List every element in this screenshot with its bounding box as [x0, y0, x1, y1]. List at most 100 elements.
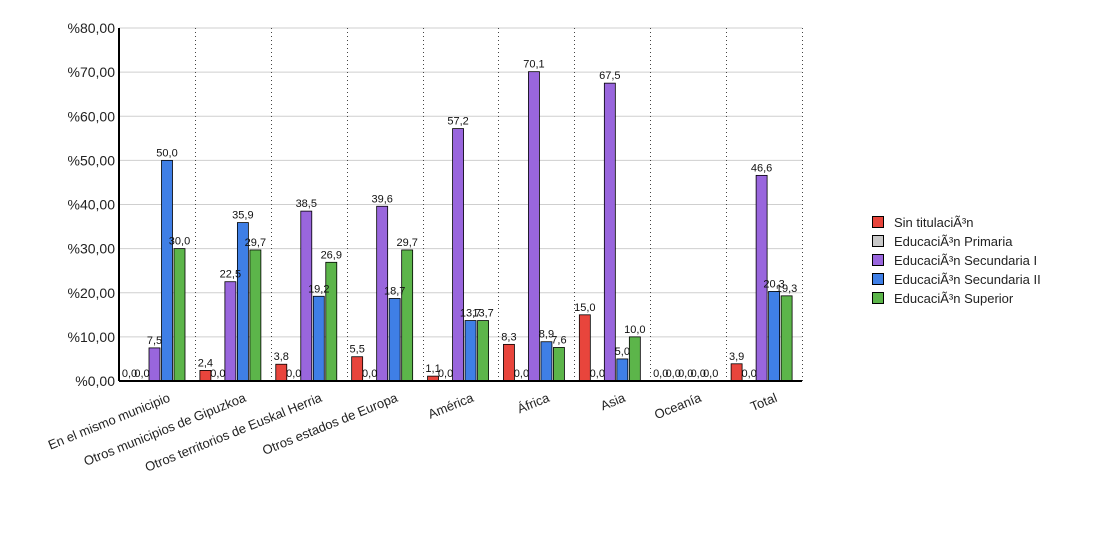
data-label: 10,0	[624, 324, 645, 336]
data-label: 39,6	[371, 193, 392, 205]
bar	[503, 343, 515, 382]
data-label: 46,6	[751, 162, 772, 174]
data-label: 50,0	[156, 147, 177, 159]
data-label: 38,5	[296, 198, 317, 210]
data-label: 15,0	[574, 302, 595, 314]
legend-label: EducaciÃ³n Secundaria II	[894, 271, 1041, 287]
bar	[351, 356, 364, 382]
bar	[401, 249, 414, 382]
data-label: 0,0	[286, 368, 301, 380]
bar	[603, 82, 616, 382]
bar	[780, 295, 793, 382]
data-label: 0,0	[122, 368, 137, 380]
data-label: 0,0	[134, 368, 149, 380]
data-label: 2,4	[198, 357, 213, 369]
legend-label: EducaciÃ³n Primaria	[894, 233, 1013, 249]
legend-label: EducaciÃ³n Superior	[894, 290, 1014, 306]
bar	[452, 128, 464, 382]
y-tick-label: %80,00	[68, 20, 116, 36]
data-label: 0,0	[653, 368, 668, 380]
y-axis-ticks: %0,00 %10,00 %20,00 %30,00 %40,00 %50,00 %60,0…	[68, 20, 116, 389]
bar	[161, 159, 173, 382]
data-label: 57,2	[447, 116, 468, 128]
y-tick-label: %20,00	[68, 285, 116, 301]
bar	[224, 281, 237, 382]
data-label: 1,1	[425, 363, 440, 375]
legend-item: Sin titulaciÃ³n	[872, 213, 1041, 231]
legend-item: EducaciÃ³n Secundaria II	[872, 270, 1041, 288]
data-label: 67,5	[599, 70, 620, 82]
data-label: 70,1	[523, 59, 544, 71]
data-label: 7,6	[551, 334, 566, 346]
legend-item: EducaciÃ³n Superior	[872, 289, 1041, 307]
data-label: 0,0	[210, 368, 225, 380]
data-label: 0,0	[514, 368, 529, 380]
bars	[148, 71, 793, 382]
bar	[578, 314, 591, 382]
y-tick-label: %40,00	[68, 197, 116, 213]
data-label: 30,0	[169, 236, 190, 248]
data-label: 5,0	[615, 346, 630, 358]
x-tick-label: América	[426, 390, 477, 422]
data-label: 0,0	[362, 368, 377, 380]
bar	[312, 295, 325, 382]
y-tick-label: %30,00	[68, 241, 116, 257]
data-label: 0,0	[741, 368, 756, 380]
bar	[616, 358, 629, 382]
legend-swatch	[872, 292, 884, 304]
bar	[553, 347, 565, 382]
data-label: 8,9	[539, 329, 554, 341]
data-label: 35,9	[232, 210, 253, 222]
y-tick-label: %0,00	[75, 373, 115, 389]
bar	[148, 347, 161, 382]
bar	[199, 370, 212, 382]
y-tick-label: %10,00	[68, 329, 116, 345]
data-label: 3,8	[274, 351, 289, 363]
data-label: 0,0	[666, 368, 681, 380]
data-label: 0,0	[438, 368, 453, 380]
legend-swatch	[872, 235, 884, 247]
data-label: 0,0	[590, 368, 605, 380]
legend-label: Sin titulaciÃ³n	[894, 214, 974, 230]
data-label: 18,7	[384, 285, 405, 297]
data-label: 0,0	[703, 368, 718, 380]
bar	[730, 363, 743, 382]
x-tick-label: Oceanía	[652, 390, 704, 423]
bar	[477, 320, 489, 382]
legend-swatch	[872, 254, 884, 266]
data-label: 5,5	[350, 344, 365, 356]
x-tick-label: Otros estados de Europa	[260, 390, 400, 458]
data-label: 0,0	[691, 368, 706, 380]
y-tick-label: %50,00	[68, 152, 116, 168]
y-tick-label: %60,00	[68, 108, 116, 124]
y-tick-label: %70,00	[68, 64, 116, 80]
data-label: 19,3	[776, 283, 797, 295]
data-label: 26,9	[321, 249, 342, 261]
bar	[300, 210, 313, 382]
x-tick-label: África	[515, 390, 552, 417]
bar	[275, 363, 288, 382]
legend: Sin titulaciÃ³n EducaciÃ³n Primaria Educac…	[872, 213, 1041, 308]
data-label: 7,5	[147, 335, 162, 347]
legend-item: EducaciÃ³n Secundaria I	[872, 251, 1041, 269]
bar	[173, 248, 186, 382]
data-label: 19,2	[308, 283, 329, 295]
bar	[388, 298, 401, 382]
bar	[768, 291, 781, 382]
bar	[325, 261, 338, 382]
x-tick-label: Total	[748, 390, 779, 414]
legend-swatch	[872, 273, 884, 285]
legend-item: EducaciÃ³n Primaria	[872, 232, 1041, 250]
bar	[628, 336, 641, 382]
data-label: 22,5	[220, 269, 241, 281]
data-labels: 0,00,07,550,030,02,40,022,535,929,73,80,…	[122, 59, 797, 380]
data-label: 13,7	[472, 308, 493, 320]
data-label: 29,7	[396, 237, 417, 249]
data-label: 29,7	[245, 237, 266, 249]
data-label: 3,9	[729, 351, 744, 363]
x-tick-label: Asia	[598, 390, 628, 414]
data-label: 20,3	[763, 278, 784, 290]
bar	[540, 341, 553, 382]
